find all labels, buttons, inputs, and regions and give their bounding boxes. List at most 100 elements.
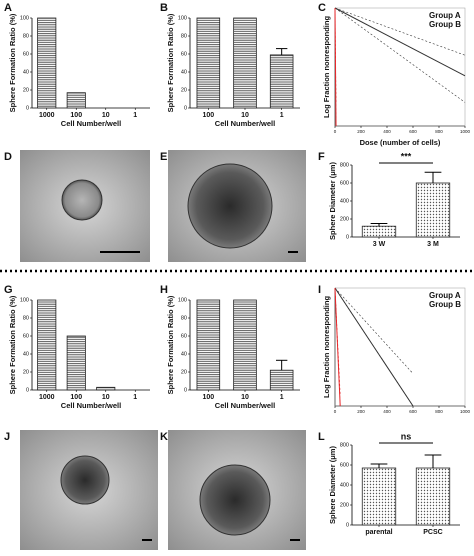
fit-line [334, 287, 341, 407]
fit-line [334, 7, 466, 77]
bar [233, 17, 257, 109]
x-axis-title: Cell Number/well [215, 119, 275, 128]
y-tick-label: 40 [23, 69, 29, 75]
x-tick-label: 1 [133, 394, 137, 401]
sphere [187, 163, 273, 249]
panel-letter: L [318, 431, 325, 443]
y-axis-title: Sphere Diameter (μm) [328, 446, 337, 524]
panel-letter: H [160, 284, 168, 296]
panel-letter: J [4, 431, 10, 443]
y-tick-label: 20 [23, 369, 29, 375]
x-tick-label: 10 [241, 394, 249, 401]
x-tick-label: 1000 [39, 112, 55, 119]
panel-letter: I [318, 284, 321, 296]
x-tick-label: 1000 [460, 129, 471, 134]
sphere [61, 179, 103, 221]
y-tick-label: 80 [181, 315, 187, 321]
y-tick-label: 100 [178, 297, 187, 303]
y-tick-label: 60 [23, 51, 29, 57]
x-tick-label: 100 [70, 112, 82, 119]
x-tick-label: 1000 [39, 394, 55, 401]
y-tick-label: 20 [181, 87, 187, 93]
y-axis-title: Log Fraction nonresponding [322, 296, 331, 398]
y-tick-label: 100 [20, 297, 29, 303]
bar [361, 467, 397, 526]
y-tick-label: 0 [26, 387, 29, 393]
bar [233, 299, 257, 391]
y-tick-label: 400 [340, 482, 349, 488]
x-tick-label: 3 M [427, 241, 439, 248]
y-tick-label: 0 [346, 234, 349, 240]
y-axis-title: Sphere Formation Ratio (%) [166, 13, 175, 112]
significance-label: *** [401, 151, 412, 161]
y-tick-label: 0 [184, 387, 187, 393]
bar [196, 17, 221, 109]
confidence-line [334, 7, 466, 103]
x-tick-label: 1000 [460, 409, 471, 414]
y-tick-label: 60 [181, 333, 187, 339]
panel-letter: C [318, 2, 326, 14]
y-tick-label: 40 [181, 351, 187, 357]
bar [37, 17, 57, 109]
x-axis-title: Cell Number/well [215, 401, 275, 410]
fit-line [334, 7, 337, 127]
y-tick-label: 40 [181, 69, 187, 75]
bar [269, 369, 294, 391]
x-tick-label: 100 [202, 112, 214, 119]
y-tick-label: 800 [340, 442, 349, 448]
confidence-line [334, 7, 466, 56]
y-axis-title: Sphere Diameter (μm) [328, 162, 337, 240]
x-tick-label: 1 [280, 112, 284, 119]
legend-entry: Group B [429, 20, 461, 29]
bar [66, 335, 86, 391]
plot-frame [334, 7, 466, 127]
y-tick-label: 40 [23, 351, 29, 357]
panel-letter: D [4, 151, 12, 163]
bar [361, 225, 397, 238]
significance-label: ns [401, 431, 412, 441]
panel-letter: B [160, 2, 168, 14]
x-tick-label: 800 [435, 129, 443, 134]
legend-entry: Group B [429, 300, 461, 309]
y-tick-label: 20 [23, 87, 29, 93]
bar [196, 299, 221, 391]
plot-frame [334, 287, 466, 407]
panel-letter: A [4, 2, 12, 14]
y-tick-label: 80 [181, 33, 187, 39]
y-axis-title: Log Fraction nonresponding [322, 16, 331, 118]
x-tick-label: 800 [435, 409, 443, 414]
x-tick-label: 0 [334, 129, 337, 134]
x-tick-label: 200 [357, 409, 365, 414]
y-axis-title: Sphere Formation Ratio (%) [166, 295, 175, 394]
x-axis-title: Cell Number/well [61, 401, 121, 410]
bar [66, 92, 86, 109]
panel-letter: E [160, 151, 167, 163]
x-tick-label: 3 W [373, 241, 386, 248]
y-axis-title: Sphere Formation Ratio (%) [8, 295, 17, 394]
y-tick-label: 0 [346, 522, 349, 528]
x-axis-title: Dose (number of cells) [360, 138, 441, 147]
bar [269, 54, 294, 109]
x-tick-label: 400 [383, 129, 391, 134]
bar [415, 467, 451, 526]
x-tick-label: 400 [383, 409, 391, 414]
x-tick-label: 0 [334, 409, 337, 414]
y-tick-label: 200 [340, 216, 349, 222]
sphere [60, 455, 110, 505]
panel-letter: G [4, 284, 13, 296]
legend-entry: Group A [429, 11, 461, 20]
y-tick-label: 0 [184, 105, 187, 111]
x-tick-label: parental [365, 529, 392, 536]
x-tick-label: 100 [70, 394, 82, 401]
y-tick-label: 80 [23, 33, 29, 39]
y-tick-label: 800 [340, 162, 349, 168]
x-tick-label: 1 [280, 394, 284, 401]
y-tick-label: 60 [181, 51, 187, 57]
x-tick-label: PCSC [423, 529, 442, 536]
y-tick-label: 0 [26, 105, 29, 111]
y-tick-label: 400 [340, 198, 349, 204]
y-tick-label: 80 [23, 315, 29, 321]
x-tick-label: 600 [409, 409, 417, 414]
y-tick-label: 600 [340, 462, 349, 468]
